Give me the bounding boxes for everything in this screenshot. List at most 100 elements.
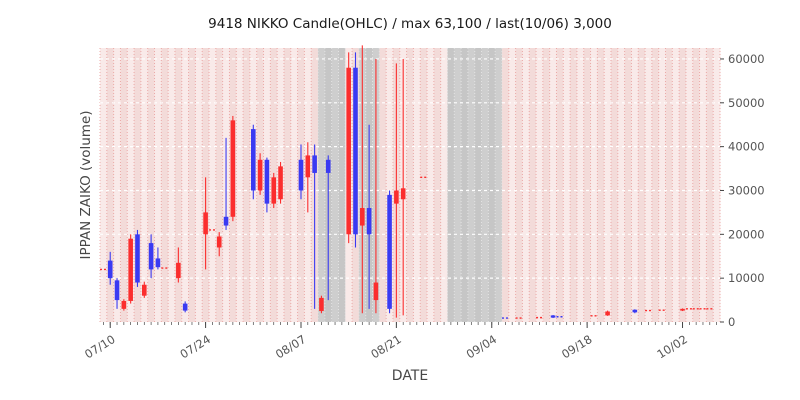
candle-body [141,284,147,296]
day-stripe [501,48,510,322]
candle-08/11 [325,155,331,301]
day-stripe [420,48,428,322]
candle-body [312,155,317,173]
y-tick-label: 30000 [728,183,765,197]
candle-body [251,129,256,191]
day-stripe [576,48,585,322]
day-stripe [672,48,680,322]
candle-body [121,300,127,309]
candles [100,45,714,319]
day-stripe [440,48,448,322]
day-stripe [427,48,435,322]
day-stripe [454,48,462,322]
y-tick-label: 50000 [728,96,765,110]
day-stripe [106,48,115,322]
day-stripe [713,48,721,322]
day-stripe [590,48,598,322]
candle-08/02 [264,157,270,213]
day-stripe [338,48,346,322]
day-stripe [120,48,128,322]
day-stripe [283,48,292,322]
day-stripe [604,48,612,322]
background-stripes [100,48,721,322]
day-stripe [140,48,149,322]
candle-body [366,208,372,235]
day-stripe [209,48,217,322]
day-stripe [692,48,700,322]
candle-body [230,120,236,217]
day-stripe [127,48,135,322]
candle-07/10 [107,251,113,285]
candle-07/27 [223,137,229,230]
x-tick-label: 07/10 [82,332,118,361]
day-stripe [461,48,469,322]
candle-body [353,67,358,235]
candle-08/07 [298,144,304,200]
day-stripe [679,48,687,322]
day-stripe [658,48,666,322]
candle-body [155,258,161,268]
x-tick-label: 07/24 [177,332,213,361]
candle-08/20 [387,190,392,314]
candle-07/28 [230,115,236,222]
candle-body [346,67,351,235]
candle-09/21 [605,310,610,316]
candle-07/13 [128,234,133,304]
day-stripe [413,48,421,322]
day-stripe [706,48,714,322]
y-tick-label: 10000 [728,271,765,285]
day-boundary-lines [99,48,721,322]
day-stripe [542,48,551,322]
candle-07/12 [121,299,127,311]
candle-body [128,238,133,301]
y-tick-label: 60000 [728,52,765,66]
day-stripe [563,48,571,322]
candle-08/14 [346,52,351,244]
day-stripe [386,48,394,322]
candle-body [264,159,270,204]
gridlines [100,58,720,279]
day-stripe [113,48,121,322]
day-stripe [624,48,632,322]
candle-07/26 [216,232,222,257]
candle-body [373,282,379,301]
day-stripe [290,48,298,322]
day-stripe [147,48,155,322]
day-stripe [617,48,626,322]
candle-08/17 [366,124,372,309]
day-stripe [597,48,605,322]
chart-title: 9418 NIKKO Candle(OHLC) / max 63,100 / l… [208,16,612,32]
candle-body [135,234,140,283]
candle-07/11 [114,278,120,309]
day-stripe [168,48,176,322]
candle-09/13 [550,314,556,319]
day-stripe [488,48,496,322]
candle-body [257,159,263,191]
candle-08/01 [257,153,263,195]
day-stripe [651,48,660,322]
day-stripe [331,48,339,322]
candle-body [176,262,181,279]
candle-body [305,155,311,178]
candle-08/10 [319,295,324,314]
day-stripe [467,48,476,322]
x-tick-label: 08/21 [368,332,404,361]
day-stripe [188,48,196,322]
day-stripe [508,48,516,322]
day-stripe [243,48,251,322]
candle-07/15 [141,281,147,298]
candle-body [114,280,120,301]
day-stripe [638,48,646,322]
day-stripe [215,48,224,322]
day-stripe [481,48,489,322]
x-axis-label: DATE [391,368,429,384]
candle-body [107,260,113,279]
y-tick-label: 0 [728,315,735,329]
day-stripe [236,48,244,322]
day-stripe [433,48,442,322]
day-stripe [406,48,414,322]
candle-07/24 [203,177,208,270]
candle-09/25 [632,309,638,314]
candle-body [632,309,638,313]
